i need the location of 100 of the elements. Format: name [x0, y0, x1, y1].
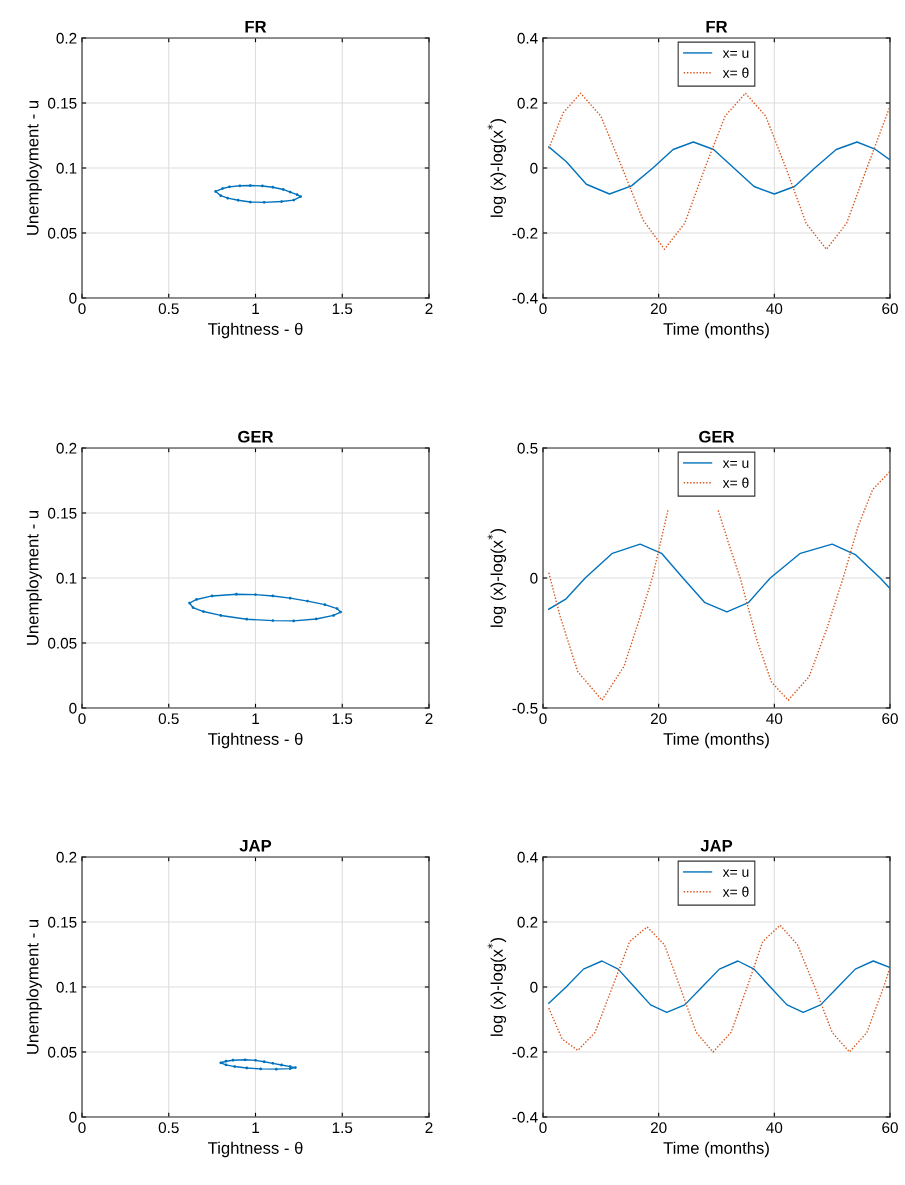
point — [262, 200, 266, 204]
x-axis-title: Time (months) — [663, 1141, 769, 1158]
point — [323, 603, 327, 607]
line-series — [548, 960, 890, 1014]
x-tick-label: 2 — [425, 713, 433, 724]
y-tick-label: 0.15 — [48, 97, 77, 109]
point — [295, 193, 299, 197]
x-tick-label: 0 — [78, 713, 86, 725]
y-tick-label: 0.05 — [48, 1046, 77, 1058]
line-series — [548, 92, 890, 250]
chart-title: FR — [706, 20, 728, 33]
point — [292, 619, 296, 623]
point — [248, 200, 252, 204]
point — [271, 619, 275, 623]
point — [245, 617, 249, 621]
point — [332, 614, 335, 617]
x-tick-label: 20 — [650, 713, 667, 725]
y-axis-title: log (x)-log(x$^{*}$) — [487, 119, 507, 217]
x-axis-title: Time (months) — [663, 732, 769, 749]
y-axis-title: log (x)-log(x$^{*}$) — [487, 529, 507, 627]
point — [292, 198, 296, 202]
point — [339, 610, 342, 614]
x-tick-label: 0.5 — [158, 303, 179, 315]
chart-title: GER — [238, 430, 274, 443]
x-tick-label: 2 — [425, 1122, 433, 1133]
y-tick-label: -0.4 — [512, 292, 538, 304]
x-tick-label: 1.5 — [332, 303, 353, 315]
y-axis-title: log (x)-log(x$^{*}$) — [487, 938, 507, 1036]
point — [259, 1067, 263, 1071]
y-tick-label: 0 — [530, 572, 538, 584]
x-tick-label: 60 — [882, 303, 898, 315]
point — [254, 593, 257, 597]
x-tick-label: 0.5 — [158, 713, 179, 725]
point — [280, 1063, 283, 1067]
y-tick-label: 0.15 — [48, 507, 77, 519]
y-tick-label: -0.4 — [512, 1111, 538, 1123]
y-axis-title: Unemployment - u — [26, 101, 42, 235]
y-tick-label: -0.2 — [512, 227, 538, 239]
y-tick-label: 0.2 — [517, 97, 538, 109]
point — [219, 1061, 223, 1065]
y-tick-label: 0.5 — [517, 442, 538, 454]
x-tick-label: 0 — [539, 303, 547, 315]
x-axis-title: Tightness - θ — [208, 732, 303, 749]
y-tick-label: 0.05 — [48, 227, 77, 239]
point — [262, 1060, 266, 1064]
y-tick-label: 0.4 — [517, 851, 538, 863]
legend-label: x= u — [722, 869, 749, 877]
x-axis-title: Tightness - θ — [208, 1141, 303, 1158]
point — [306, 599, 309, 603]
x-tick-label: 0 — [78, 303, 86, 315]
y-tick-label: 0.1 — [56, 981, 77, 993]
point — [214, 190, 217, 193]
chart-title: FR — [245, 20, 267, 33]
x-tick-label: 1 — [252, 713, 259, 724]
point — [280, 200, 283, 203]
x-tick-label: 60 — [882, 1122, 898, 1134]
point — [219, 194, 223, 198]
x-axis-title: Tightness - θ — [208, 322, 303, 339]
x-tick-label: 20 — [650, 303, 667, 315]
point — [224, 1059, 228, 1063]
y-tick-label: 0.1 — [56, 162, 77, 174]
point — [195, 598, 198, 601]
point — [219, 614, 223, 617]
point — [228, 185, 231, 189]
point — [271, 1061, 275, 1065]
x-tick-label: 0.5 — [158, 1122, 179, 1134]
chart-title: GER — [699, 430, 735, 443]
point — [191, 606, 195, 610]
legend-label: x= θ — [722, 67, 749, 78]
y-tick-label: 0 — [530, 162, 538, 174]
point — [254, 1058, 257, 1062]
point — [202, 610, 205, 613]
x-tick-label: 0 — [539, 713, 547, 725]
y-tick-label: 0 — [530, 981, 538, 993]
chart-title: JAP — [239, 839, 272, 852]
y-tick-label: 0 — [69, 292, 77, 304]
x-tick-label: 1.5 — [332, 1122, 353, 1134]
legend-label: x= θ — [722, 886, 749, 897]
point — [233, 1065, 237, 1068]
x-tick-label: 2 — [425, 303, 433, 314]
y-axis-title: Unemployment - u — [26, 511, 42, 645]
x-axis-title: Time (months) — [663, 322, 769, 339]
point — [261, 184, 264, 188]
y-tick-label: 0.15 — [48, 916, 77, 928]
point — [274, 1067, 278, 1071]
y-tick-label: 0.2 — [56, 442, 77, 454]
x-tick-label: 0 — [78, 1122, 86, 1134]
legend-label: x= u — [722, 460, 749, 468]
y-tick-label: 0.05 — [48, 637, 77, 649]
y-tick-label: 0.2 — [56, 851, 77, 863]
y-tick-label: -0.2 — [512, 1046, 538, 1058]
x-tick-label: 1.5 — [332, 713, 353, 725]
line-series — [548, 543, 890, 613]
y-axis-title: Unemployment - u — [26, 920, 42, 1054]
line-series — [548, 141, 890, 195]
line-series — [548, 924, 890, 1053]
y-tick-label: 0 — [69, 1111, 77, 1123]
y-tick-label: 0.4 — [517, 32, 538, 44]
x-tick-label: 40 — [766, 303, 783, 315]
x-tick-label: 20 — [650, 1122, 667, 1134]
